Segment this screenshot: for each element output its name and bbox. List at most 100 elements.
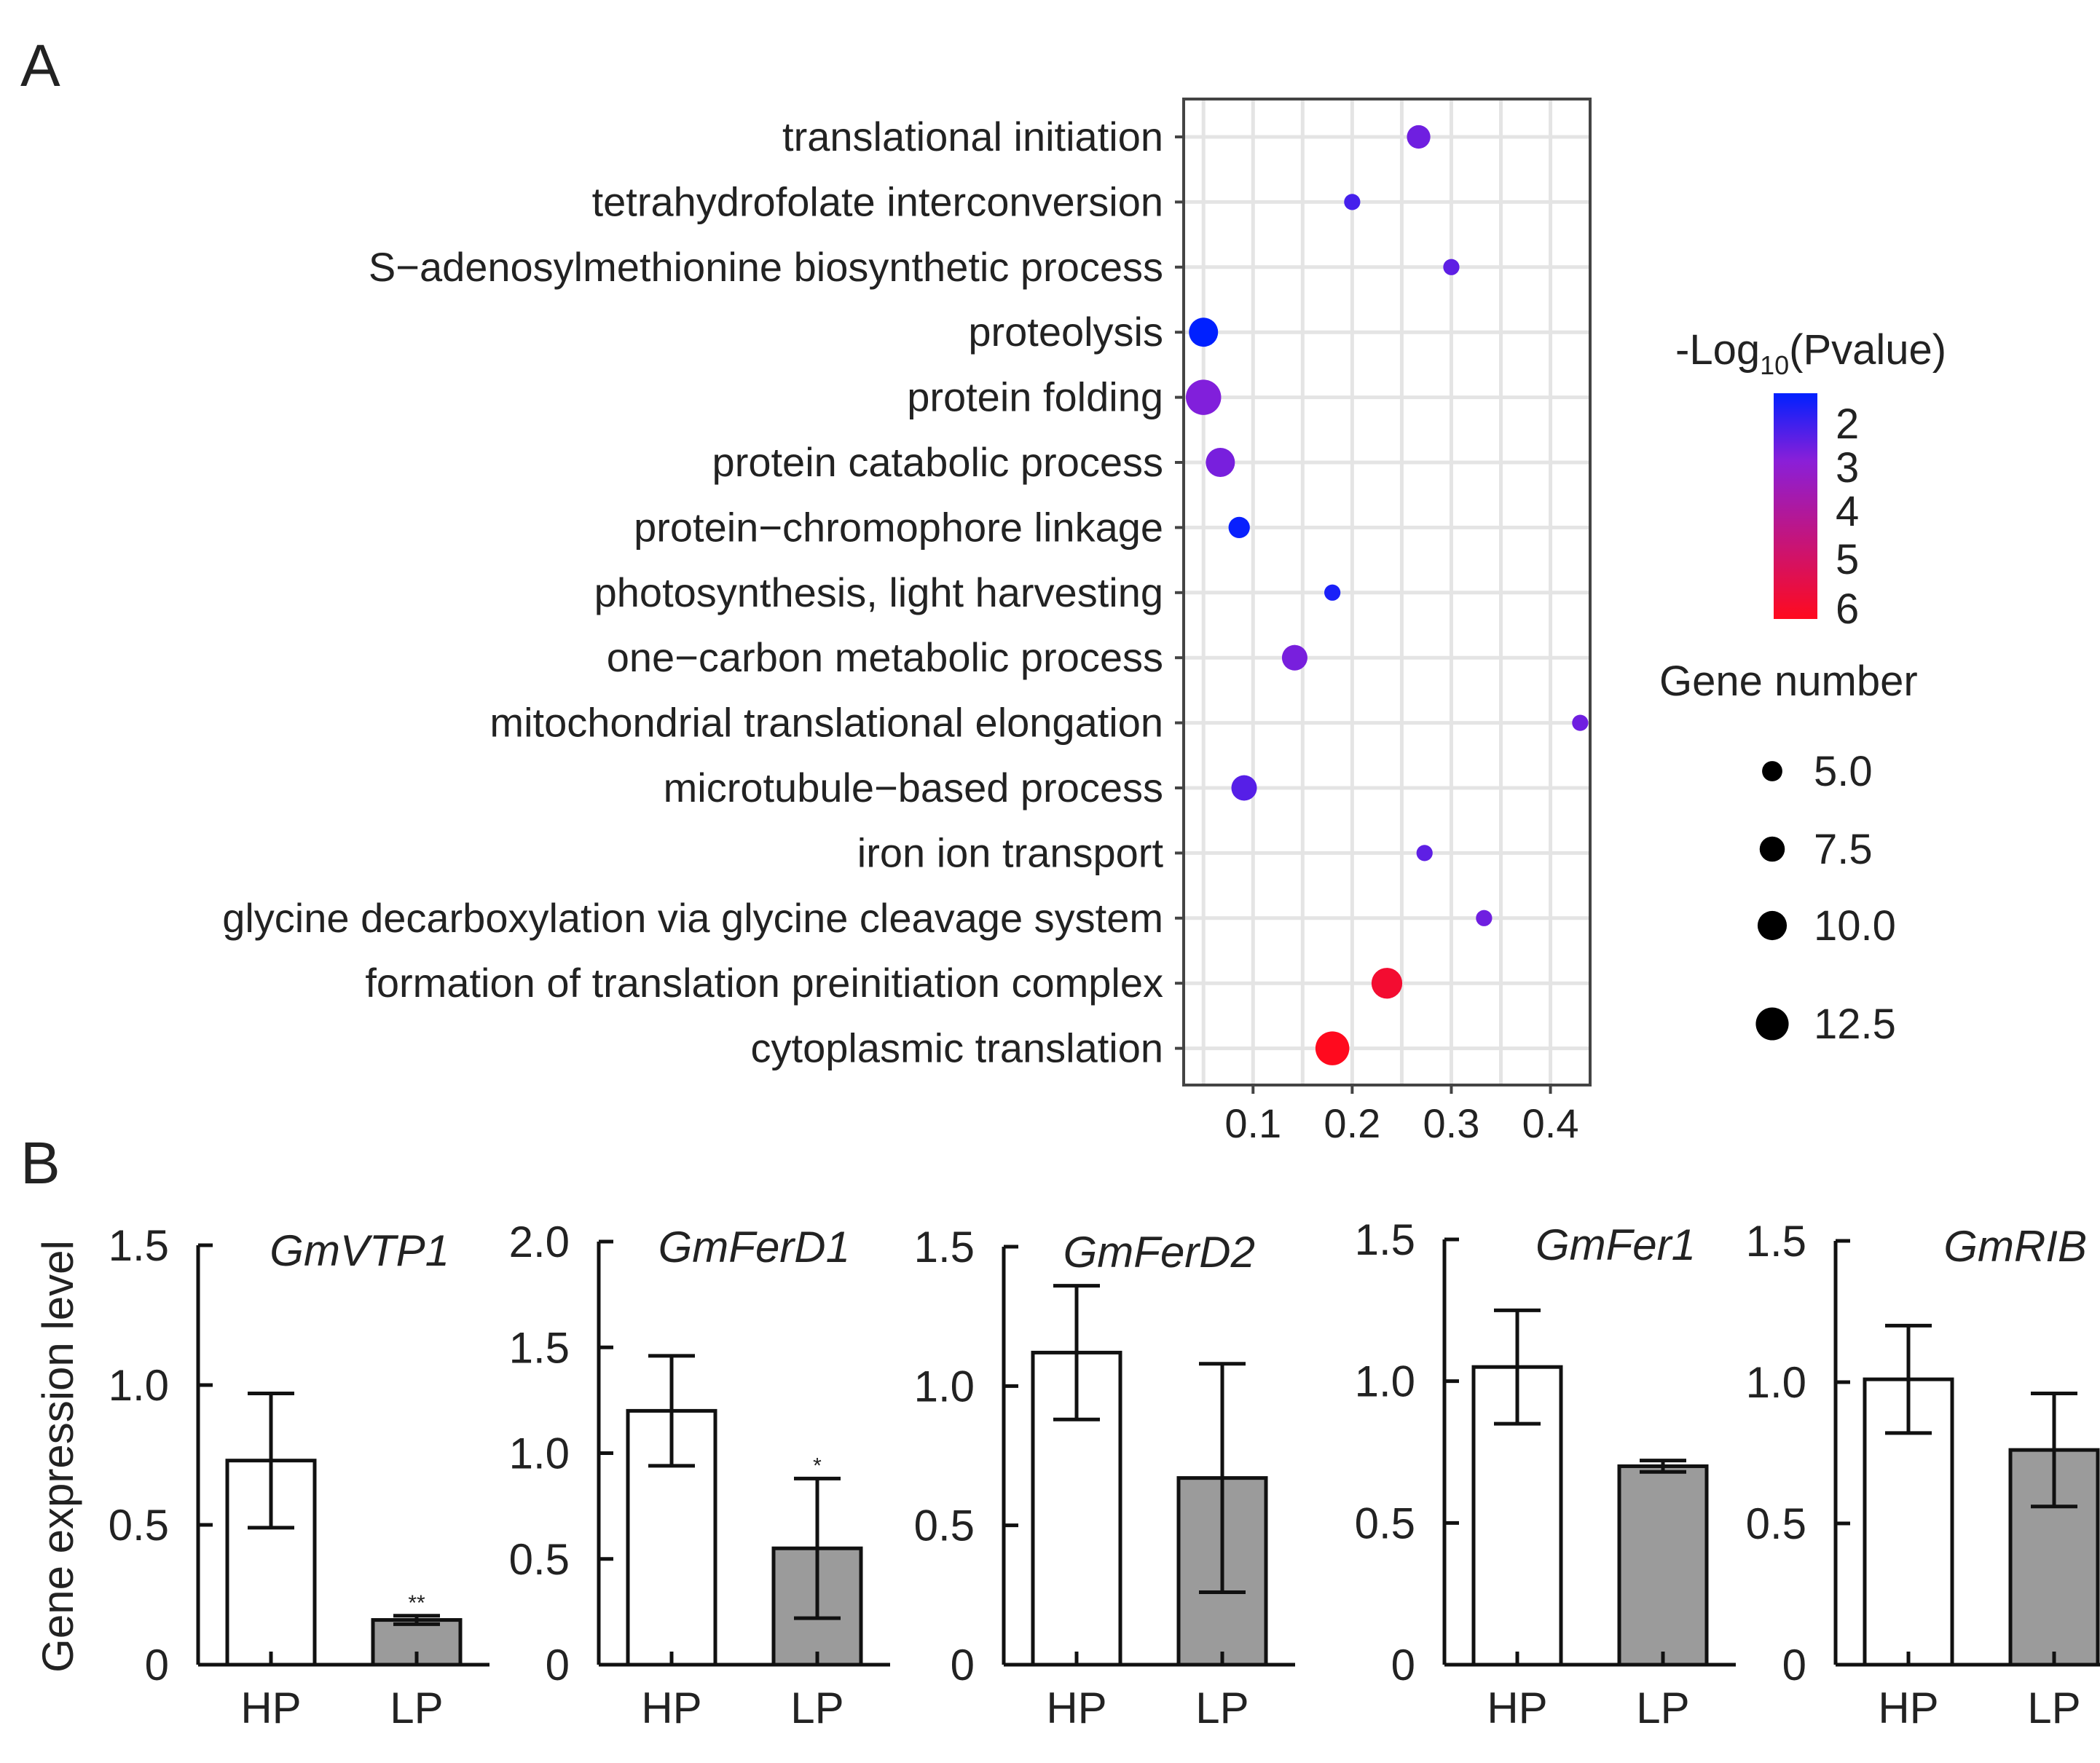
color-legend-bar — [1774, 393, 1817, 619]
bar-LP — [1617, 1464, 1709, 1667]
y-tick-label: 0.5 — [1746, 1499, 1806, 1548]
y-tick-label: protein catabolic process — [712, 439, 1163, 485]
bubble-point — [1443, 259, 1460, 275]
color-legend-tick-label: 3 — [1836, 444, 1859, 492]
bubble-point — [1324, 584, 1341, 601]
y-tick-label: 0.5 — [1355, 1499, 1415, 1547]
y-tick-label: mitochondrial translational elongation — [489, 700, 1163, 746]
color-legend-tick-label: 6 — [1836, 585, 1859, 633]
x-tick-label: 0.1 — [1224, 1100, 1281, 1146]
color-legend-tick-label: 2 — [1836, 401, 1859, 448]
size-legend-dot — [1762, 761, 1782, 781]
x-tick-label: LP — [1636, 1684, 1689, 1732]
y-tick-label: 2.0 — [509, 1218, 570, 1266]
y-tick-label: 0.5 — [109, 1501, 169, 1550]
x-tick-label: LP — [790, 1684, 843, 1732]
bar-charts: Gene expression level 0 0.5 1.0 1.5 GmVTP1 HP L… — [34, 1215, 2100, 1732]
color-legend-tick-label: 4 — [1836, 488, 1859, 535]
y-tick-label: 1.0 — [509, 1429, 570, 1478]
y-axis-title: Gene expression level — [34, 1240, 82, 1673]
bubble-chart: translational initiation tetrahydrofolate… — [222, 98, 1946, 1146]
bubble-point — [1371, 968, 1403, 999]
size-legend-label: 5.0 — [1814, 748, 1873, 795]
x-tick-label: HP — [641, 1684, 701, 1732]
y-tick-label: 1.0 — [1355, 1357, 1415, 1406]
x-tick-label: LP — [1195, 1684, 1248, 1732]
bubble-point — [1185, 379, 1222, 415]
bubble-point — [1572, 714, 1589, 731]
color-legend-tick-label: 5 — [1836, 536, 1859, 583]
size-legend-title: Gene number — [1659, 658, 1918, 705]
y-tick-label: translational initiation — [782, 114, 1163, 159]
y-tick-label: 0.5 — [914, 1502, 975, 1550]
y-tick-label: 1.5 — [1746, 1217, 1806, 1266]
bubble-point — [1476, 910, 1493, 926]
y-tick-label: cytoplasmic translation — [751, 1025, 1163, 1071]
y-tick-label: tetrahydrofolate interconversion — [592, 178, 1163, 224]
bubble-point — [1231, 775, 1257, 801]
chart-title: GmFerD2 — [1063, 1228, 1255, 1277]
bubble-point — [1189, 318, 1219, 347]
color-legend-title: -Log10(Pvalue) — [1675, 326, 1946, 380]
x-tick-label: 0.3 — [1423, 1100, 1480, 1146]
chart-title: GmFerD1 — [658, 1223, 850, 1271]
bar-chart-GmVTP1: 0 0.5 1.0 1.5 GmVTP1 HP LP ** — [109, 1221, 489, 1732]
size-legend-dot — [1755, 1007, 1789, 1041]
y-tick-label: 1.0 — [1746, 1358, 1806, 1407]
x-tick-label: 0.4 — [1522, 1100, 1579, 1146]
bubble-point — [1407, 125, 1431, 149]
significance-marker: ** — [408, 1591, 425, 1615]
y-tick-label: iron ion transport — [857, 829, 1164, 875]
x-tick-label: HP — [1878, 1684, 1938, 1732]
panel-label-a: A — [20, 33, 60, 99]
bubble-point — [1206, 448, 1235, 477]
bubble-point — [1228, 516, 1250, 539]
y-tick-label: 1.0 — [914, 1362, 975, 1411]
x-tick-label: 0.2 — [1324, 1100, 1380, 1146]
bubble-point — [1281, 644, 1307, 671]
size-legend-label: 7.5 — [1814, 826, 1873, 873]
y-tick-label: glycine decarboxylation via glycine clea… — [222, 895, 1163, 941]
y-tick-label: 1.5 — [1355, 1215, 1415, 1264]
x-tick-label: HP — [1487, 1684, 1547, 1732]
bubble-point — [1416, 845, 1433, 861]
chart-title: GmVTP1 — [270, 1226, 449, 1275]
significance-marker: * — [813, 1454, 822, 1478]
y-tick-label: microtubule−based process — [664, 765, 1163, 810]
color-legend-title-suffix: (Pvalue) — [1789, 326, 1946, 374]
size-legend-label: 12.5 — [1814, 1001, 1896, 1048]
y-tick-label: 1.5 — [509, 1323, 570, 1372]
bar-chart-GmRIB: 0 0.5 1.0 1.5 GmRIB HP LP — [1746, 1217, 2100, 1732]
bubble-point — [1344, 194, 1361, 210]
x-tick-label: LP — [390, 1684, 443, 1732]
size-legend-label: 10.0 — [1814, 902, 1896, 950]
bubble-point — [1315, 1031, 1350, 1065]
y-tick-label: 0 — [1391, 1641, 1415, 1689]
bar-chart-GmFerD1: 0 0.5 1.0 1.5 2.0 GmFerD1 HP LP * — [509, 1218, 890, 1732]
y-tick-label: 0.5 — [509, 1535, 570, 1584]
x-tick-label: HP — [240, 1684, 301, 1732]
y-tick-label: photosynthesis, light harvesting — [594, 569, 1163, 615]
y-tick-label: protein−chromophore linkage — [634, 504, 1163, 550]
y-tick-label: 1.0 — [109, 1361, 169, 1410]
color-legend-title-sub: 10 — [1760, 350, 1789, 380]
chart-title: GmFer1 — [1535, 1220, 1696, 1269]
y-tick-label: S−adenosylmethionine biosynthetic proces… — [369, 244, 1163, 290]
bar-chart-GmFerD2: 0 0.5 1.0 1.5 GmFerD2 HP LP — [914, 1223, 1295, 1732]
color-legend-title-main: -Log — [1675, 326, 1760, 374]
y-tick-label: one−carbon metabolic process — [607, 634, 1163, 680]
y-tick-label: protein folding — [907, 374, 1163, 420]
y-tick-label: formation of translation preinitiation c… — [365, 960, 1163, 1006]
chart-title: GmRIB — [1943, 1222, 2087, 1271]
y-tick-label: proteolysis — [968, 309, 1163, 355]
y-tick-label: 0 — [951, 1641, 975, 1689]
y-tick-label: 0 — [546, 1641, 570, 1689]
size-legend-dot — [1757, 910, 1788, 941]
y-tick-label: 1.5 — [109, 1221, 169, 1270]
size-legend-dot — [1759, 836, 1785, 862]
y-tick-label: 0 — [1782, 1641, 1806, 1689]
x-tick-label: LP — [2027, 1684, 2080, 1732]
x-tick-label: HP — [1046, 1684, 1106, 1732]
y-tick-label: 0 — [145, 1641, 169, 1689]
